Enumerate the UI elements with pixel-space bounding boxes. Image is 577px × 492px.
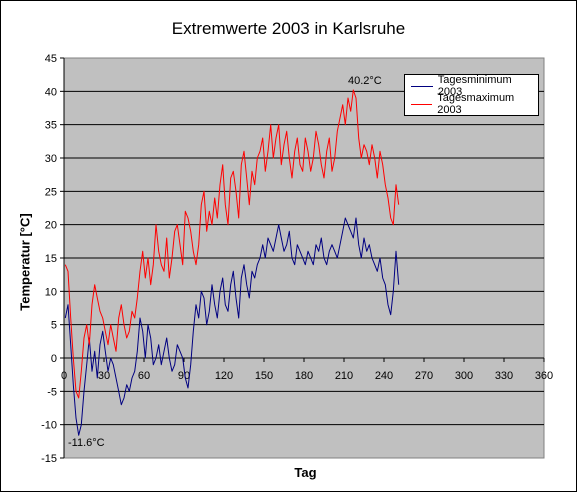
x-tick-label: 180 (295, 370, 313, 382)
chart-title: Extremwerte 2003 in Karlsruhe (171, 19, 406, 38)
annotation-min-temp: -11.6°C (68, 437, 105, 449)
y-tick-label: 25 (45, 186, 57, 198)
y-tick-label: 10 (45, 286, 57, 298)
x-tick-label: 60 (138, 370, 150, 382)
y-tick-label: 15 (45, 253, 57, 265)
x-tick-label: 300 (455, 370, 473, 382)
y-tick-label: 0 (51, 353, 57, 365)
legend-label-max: Tagesmaximum 2003 (437, 92, 515, 116)
y-tick-label: 20 (45, 220, 57, 232)
annotation-max-temp: 40.2°C (348, 75, 382, 87)
x-tick-label: 360 (535, 370, 553, 382)
series-line-tagesmaximum (64, 89, 400, 399)
y-tick-label: 40 (45, 86, 57, 98)
x-tick-label: 330 (495, 370, 513, 382)
legend-item-min: Tagesminimum 2003 (411, 74, 538, 98)
x-tick-label: 90 (178, 370, 190, 382)
x-axis-label: Tag (294, 465, 317, 480)
y-tick-label: -10 (41, 420, 57, 432)
x-tick-label: 120 (215, 370, 233, 382)
y-tick-label: -5 (47, 386, 57, 398)
y-tick-label: 5 (51, 320, 57, 332)
legend-label-min: Tagesminimum 2003 (437, 74, 512, 98)
legend: Tagesminimum 2003 Tagesmaximum 2003 (404, 74, 539, 116)
y-tick-label: 45 (45, 53, 57, 65)
x-tick-label: 270 (415, 370, 433, 382)
y-tick-label: 35 (45, 120, 57, 132)
x-tick-label: 210 (335, 370, 353, 382)
x-tick-label: 0 (61, 370, 67, 382)
legend-swatch-max (411, 103, 433, 105)
y-axis-label: Temperatur [°C] (17, 213, 33, 311)
series-layer (64, 89, 400, 436)
x-tick-label: 30 (98, 370, 110, 382)
axis-layer: -15 -10 -5 0 5 10 15 20 25 30 35 40 45 0 30 60 90 120 150 1… (41, 53, 553, 465)
x-tick-label: 150 (255, 370, 273, 382)
y-tick-label: -15 (41, 453, 57, 465)
series-line-tagesminimum (64, 217, 400, 436)
y-tick-label: 30 (45, 153, 57, 165)
legend-swatch-min (411, 85, 433, 87)
x-tick-label: 240 (375, 370, 393, 382)
legend-item-max: Tagesmaximum 2003 (411, 92, 538, 116)
